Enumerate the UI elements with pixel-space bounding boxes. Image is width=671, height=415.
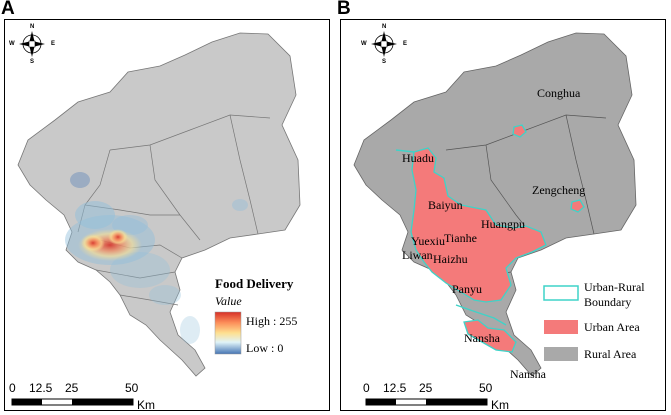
scale-tick-12-b: 12.5 — [383, 381, 407, 395]
district-label-huangpu: Huangpu — [481, 217, 525, 231]
urban-rural-boundary-lines — [395, 149, 507, 326]
compass-icon-a — [19, 31, 45, 57]
compass-e-a: E — [51, 41, 56, 47]
legend-swatch-boundary — [543, 285, 579, 301]
district-label-tianhe: Tianhe — [444, 231, 477, 245]
scale-tick-25-b: 25 — [419, 381, 433, 395]
urban-area — [410, 147, 547, 303]
compass-n-a: N — [30, 24, 35, 30]
legend-boundary-label-line2: Boundary — [584, 295, 632, 309]
scale-tick-50-a: 50 — [125, 381, 139, 395]
scale-tick-0-a: 0 — [9, 381, 16, 395]
scale-tick-12-a: 12.5 — [29, 381, 53, 395]
district-label-panyu: Panyu — [452, 282, 482, 296]
panel-a: A — [1, 0, 330, 412]
map-frame-b — [340, 19, 666, 411]
district-label-zengcheng: Zengcheng — [532, 183, 586, 197]
district-label-huadu: Huadu — [402, 151, 434, 165]
legend-title-a: Food Delivery — [215, 276, 294, 291]
district-label-haizhu: Haizhu — [433, 252, 468, 266]
legend-high-label: High : 255 — [246, 314, 298, 328]
scale-unit-b: Km — [491, 398, 509, 412]
legend-color-ramp — [214, 311, 242, 355]
district-label-nansha-south: Nansha — [510, 367, 546, 381]
district-label-yuexiu: Yuexiu — [411, 234, 445, 248]
scale-tick-25-a: 25 — [65, 381, 79, 395]
scale-bar-b — [365, 398, 488, 406]
district-label-nansha: Nansha — [464, 331, 500, 345]
legend-swatch-rural — [544, 347, 578, 361]
food-delivery-density — [65, 172, 248, 344]
map-frame-a — [4, 19, 330, 411]
district-label-baiyun: Baiyun — [428, 198, 463, 212]
compass-w-a: W — [9, 41, 15, 47]
legend-boundary-label-line1: Urban-Rural — [584, 280, 645, 294]
urban-area-zengcheng — [570, 199, 585, 213]
compass-icon-b — [371, 31, 397, 57]
legend-urban-label: Urban Area — [584, 320, 640, 334]
legend-low-label: Low : 0 — [246, 341, 284, 355]
legend-subtitle-a: Value — [215, 294, 242, 308]
scale-tick-50-b: 50 — [479, 381, 493, 395]
scale-tick-0-b: 0 — [363, 381, 370, 395]
compass-e-b: E — [403, 41, 408, 47]
compass-s-a: S — [30, 59, 35, 65]
legend-rural-label: Rural Area — [584, 347, 637, 361]
guangzhou-outline-a — [17, 32, 301, 377]
urban-area-nansha — [463, 319, 517, 353]
compass-n-b: N — [382, 24, 387, 30]
panel-label-b: B — [337, 0, 351, 19]
panel-label-a: A — [1, 0, 15, 19]
district-label-conghua: Conghua — [537, 86, 581, 100]
scale-bar-a — [11, 398, 134, 406]
legend-swatch-urban — [544, 320, 578, 334]
urban-area-conghua — [512, 124, 527, 138]
panel-b: B — [336, 0, 671, 415]
compass-s-b: S — [382, 59, 387, 65]
district-label-liwan: Liwan — [402, 248, 433, 262]
map-a — [11, 31, 301, 406]
map-b — [353, 31, 637, 406]
scale-unit-a: Km — [137, 398, 155, 412]
compass-w-b: W — [361, 41, 367, 47]
